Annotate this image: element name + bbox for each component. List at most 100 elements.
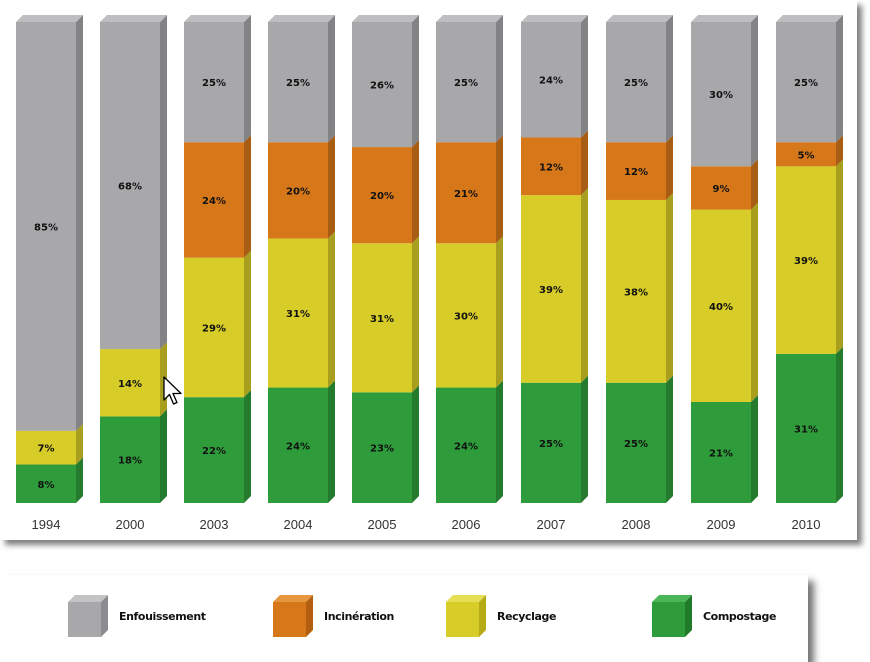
data-label-enfouissement-1994: 85% (34, 222, 58, 233)
bar-side-enfouissement-2005 (412, 15, 419, 148)
bar-recyclage-2009 (691, 209, 751, 402)
bar-incineration-2010 (776, 142, 836, 167)
bar-enfouissement-2004 (268, 22, 328, 143)
bar-enfouissement-2000 (100, 22, 160, 350)
bar-side-recyclage-2005 (412, 236, 419, 393)
data-label-incineration-2009: 9% (713, 184, 730, 195)
bar-enfouissement-2010 (776, 22, 836, 143)
data-label-recyclage-2000: 14% (118, 379, 142, 390)
legend-item-compostage: Compostage (650, 594, 776, 638)
bar-side-incineration-2007 (581, 130, 588, 196)
bar-enfouissement-2009 (691, 22, 751, 167)
bar-incineration-2009 (691, 166, 751, 210)
bar-enfouissement-2003 (184, 22, 244, 143)
bar-compostage-2007 (521, 382, 581, 503)
legend-item-recyclage: Recyclage (444, 594, 556, 638)
bar-enfouissement-2005 (352, 22, 412, 148)
data-label-incineration-2005: 20% (370, 191, 394, 202)
data-label-enfouissement-2007: 24% (539, 76, 563, 87)
data-label-incineration-2007: 12% (539, 162, 563, 173)
bar-incineration-2003 (184, 142, 244, 258)
bar-top-2003 (184, 15, 251, 22)
data-label-recyclage-1994: 7% (38, 444, 55, 455)
data-label-compostage-2000: 18% (118, 456, 142, 467)
bar-side-recyclage-2008 (666, 192, 673, 383)
data-label-compostage-2003: 22% (202, 446, 226, 457)
bar-recyclage-2004 (268, 238, 328, 388)
stacked-bar-chart: 8% 7% 85% 18% 14% 68% 22% 29% 24% 25% 24% 31% 20% 25%… (0, 0, 857, 540)
bar-recyclage-2006 (436, 243, 496, 388)
legend-item-incineration: Incinération (271, 594, 394, 638)
bar-incineration-2007 (521, 137, 581, 196)
bar-recyclage-2000 (100, 349, 160, 417)
bar-side-recyclage-2006 (496, 236, 503, 388)
data-label-incineration-2003: 24% (202, 196, 226, 207)
bar-side-recyclage-2003 (244, 250, 251, 398)
data-label-enfouissement-2003: 25% (202, 78, 226, 89)
x-tick-label-2003: 2003 (200, 517, 229, 532)
bar-side-incineration-2009 (751, 159, 758, 210)
legend-item-enfouissement: Enfouissement (66, 594, 206, 638)
data-label-incineration-2006: 21% (454, 189, 478, 200)
x-tick-label-2000: 2000 (116, 517, 145, 532)
bar-side-recyclage-2009 (751, 202, 758, 402)
bar-enfouissement-1994 (16, 22, 76, 431)
bar-compostage-1994 (16, 464, 76, 503)
legend-label-enfouissement: Enfouissement (119, 609, 206, 623)
bar-side-compostage-2008 (666, 375, 673, 503)
bar-top-2004 (268, 15, 335, 22)
x-tick-label-2009: 2009 (707, 517, 736, 532)
legend-label-incineration: Incinération (324, 609, 394, 623)
x-tick-label-1994: 1994 (32, 517, 61, 532)
bar-side-compostage-2004 (328, 380, 335, 503)
data-label-recyclage-2008: 38% (624, 287, 648, 298)
bar-side-incineration-2005 (412, 140, 419, 244)
bar-recyclage-1994 (16, 430, 76, 465)
bar-compostage-2010 (776, 353, 836, 503)
bar-side-compostage-2005 (412, 385, 419, 503)
data-label-incineration-2004: 20% (286, 186, 310, 197)
bar-incineration-2004 (268, 142, 328, 239)
legend-label-recyclage: Recyclage (497, 609, 557, 623)
data-label-enfouissement-2000: 68% (118, 182, 142, 193)
bar-side-enfouissement-2007 (581, 15, 588, 138)
data-label-enfouissement-2010: 25% (794, 78, 818, 89)
data-label-recyclage-2009: 40% (709, 302, 733, 313)
bar-enfouissement-2008 (606, 22, 666, 143)
data-label-compostage-2008: 25% (624, 439, 648, 450)
bars-layer: 8% 7% 85% 18% 14% 68% 22% 29% 24% 25% 24% 31% 20% 25%… (16, 15, 843, 503)
data-label-enfouissement-2005: 26% (370, 81, 394, 92)
x-tick-label-2006: 2006 (452, 517, 481, 532)
bar-top-2000 (100, 15, 167, 22)
legend-swatch-recyclage (446, 595, 486, 637)
bar-incineration-2005 (352, 147, 412, 244)
bar-side-incineration-2006 (496, 135, 503, 244)
bar-incineration-2006 (436, 142, 496, 244)
bar-compostage-2003 (184, 397, 244, 503)
bar-side-incineration-2008 (666, 135, 673, 200)
bar-top-1994 (16, 15, 83, 22)
bar-side-recyclage-1994 (76, 423, 83, 465)
bar-compostage-2004 (268, 387, 328, 503)
bar-compostage-2005 (352, 392, 412, 503)
data-label-enfouissement-2008: 25% (624, 78, 648, 89)
bar-enfouissement-2007 (521, 22, 581, 138)
legend-swatch-enfouissement (68, 595, 108, 637)
legend-label-compostage: Compostage (703, 609, 777, 623)
bar-top-2006 (436, 15, 503, 22)
bar-top-2007 (521, 15, 588, 22)
x-tick-label-2005: 2005 (368, 517, 397, 532)
bar-side-incineration-2010 (836, 135, 843, 167)
bar-top-2010 (776, 15, 843, 22)
data-label-enfouissement-2006: 25% (454, 78, 478, 89)
bar-side-compostage-2010 (836, 346, 843, 503)
bar-recyclage-2010 (776, 166, 836, 354)
bar-compostage-2000 (100, 416, 160, 503)
legend-swatch-compostage (652, 595, 692, 637)
bar-recyclage-2003 (184, 257, 244, 398)
bar-side-recyclage-2007 (581, 188, 588, 383)
bar-top-2008 (606, 15, 673, 22)
data-label-enfouissement-2004: 25% (286, 78, 310, 89)
bar-side-incineration-2004 (328, 135, 335, 239)
bar-side-recyclage-2010 (836, 159, 843, 354)
